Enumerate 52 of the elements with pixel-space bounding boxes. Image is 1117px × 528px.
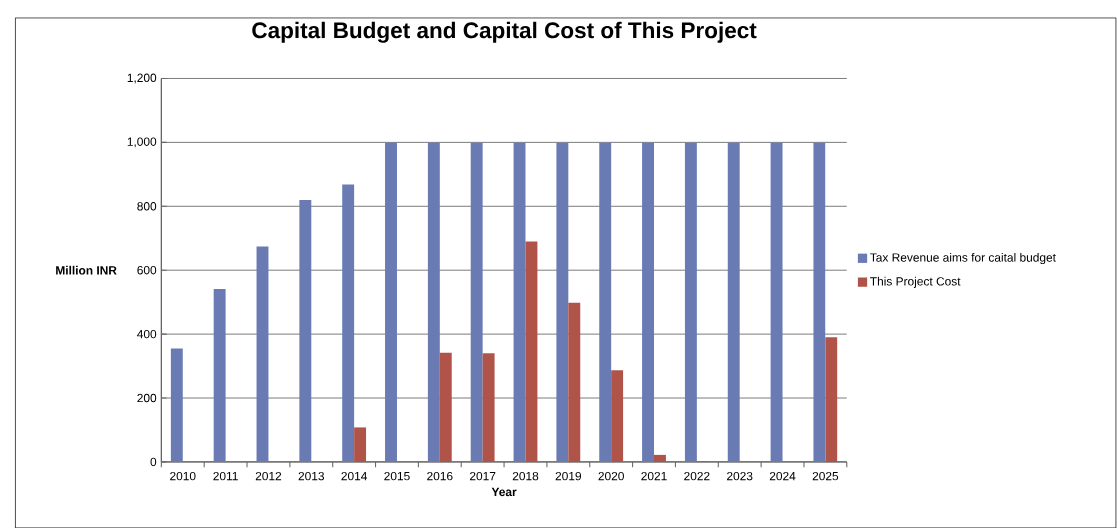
bar (727, 142, 740, 462)
bar (427, 142, 440, 462)
bar (299, 199, 312, 462)
y-tick-label: 1,200 (127, 73, 157, 84)
x-tick-label: 2022 (684, 471, 710, 481)
bar (654, 454, 666, 462)
y-tick-label: 600 (137, 265, 157, 275)
y-tick-label: 400 (137, 329, 157, 339)
chart-title: Capital Budget and Capital Cost of This Project (252, 21, 757, 43)
x-tick-label: 2014 (341, 471, 368, 481)
bar (213, 288, 226, 462)
bar (525, 241, 538, 462)
bar (556, 142, 569, 462)
x-tick-label: 2021 (641, 471, 667, 481)
bar (611, 369, 624, 462)
x-tick-label: 2018 (512, 471, 539, 481)
y-axis-title: Million INR (56, 265, 117, 275)
legend-label: This Project Cost (870, 276, 961, 288)
y-tick-label: 1,000 (127, 137, 157, 148)
x-tick-label: 2016 (427, 471, 453, 481)
x-tick-label: 2019 (555, 471, 582, 481)
bar (642, 142, 655, 462)
x-tick-label: 2015 (384, 471, 410, 481)
bar (825, 337, 838, 462)
bar (470, 142, 483, 462)
bar (599, 142, 612, 462)
bar (170, 348, 183, 462)
x-tick-label: 2013 (298, 471, 325, 481)
bar (684, 142, 697, 462)
bar (385, 142, 397, 462)
x-tick-label: 2025 (812, 471, 839, 481)
legend-label: Tax Revenue aims for caital budget (870, 252, 1056, 264)
bar (482, 353, 495, 462)
bar (439, 352, 452, 462)
bar (342, 184, 355, 462)
x-tick-label: 2023 (727, 471, 753, 481)
x-tick-label: 2010 (170, 471, 196, 481)
bar (513, 142, 526, 462)
x-axis-title: Year (491, 487, 517, 496)
y-tick-label: 200 (137, 393, 157, 403)
bar (354, 427, 367, 462)
y-tick-label: 0 (150, 457, 157, 466)
x-tick-label: 2011 (213, 471, 238, 481)
bar (770, 142, 783, 462)
x-tick-label: 2020 (598, 471, 624, 481)
y-tick-label: 800 (137, 201, 157, 211)
bar (813, 142, 826, 462)
x-tick-label: 2017 (469, 471, 496, 481)
x-tick-label: 2024 (769, 471, 796, 481)
bar (256, 246, 269, 462)
bar (568, 302, 581, 462)
x-tick-label: 2012 (255, 471, 282, 481)
